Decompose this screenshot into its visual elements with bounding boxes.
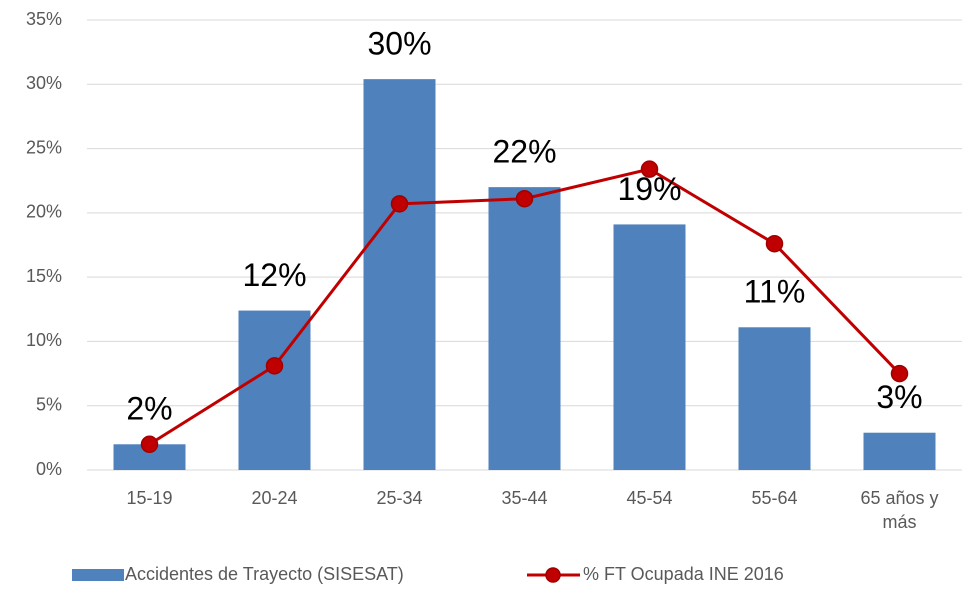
value-label: 12% <box>242 257 306 293</box>
y-tick-label: 10% <box>26 330 62 350</box>
y-tick-label: 35% <box>26 9 62 29</box>
y-tick-label: 30% <box>26 73 62 93</box>
value-label: 2% <box>126 391 172 427</box>
legend-marker <box>545 567 561 583</box>
y-tick-label: 5% <box>36 394 62 414</box>
bar <box>863 432 936 470</box>
y-tick-label: 20% <box>26 202 62 222</box>
y-tick-label: 25% <box>26 137 62 157</box>
bar <box>613 224 686 470</box>
value-label: 30% <box>367 26 431 62</box>
x-tick-label: 45-54 <box>626 488 673 508</box>
x-tick-label: 35-44 <box>501 488 548 508</box>
y-tick-label: 0% <box>36 459 62 479</box>
value-label: 11% <box>744 274 806 310</box>
bar <box>488 187 561 470</box>
legend-label: % FT Ocupada INE 2016 <box>583 564 784 584</box>
marker <box>515 189 534 208</box>
y-tick-label: 15% <box>26 266 62 286</box>
value-label: 19% <box>617 171 681 207</box>
marker <box>140 435 159 454</box>
value-label: 3% <box>876 379 922 415</box>
bar <box>738 327 811 470</box>
x-tick-label: 65 años y más <box>860 488 939 532</box>
marker <box>390 195 409 213</box>
marker <box>265 357 284 375</box>
legend-swatch <box>72 569 124 581</box>
legend-label: Accidentes de Trayecto (SISESAT) <box>125 564 404 584</box>
bar <box>363 79 436 471</box>
marker <box>890 364 909 383</box>
marker <box>640 160 659 178</box>
x-tick-label: 15-19 <box>126 488 173 508</box>
marker <box>765 234 784 253</box>
x-tick-label: 25-34 <box>376 488 423 508</box>
value-label: 22% <box>492 134 556 170</box>
x-tick-label: 20-24 <box>251 488 298 508</box>
x-tick-label: 55-64 <box>751 488 798 508</box>
